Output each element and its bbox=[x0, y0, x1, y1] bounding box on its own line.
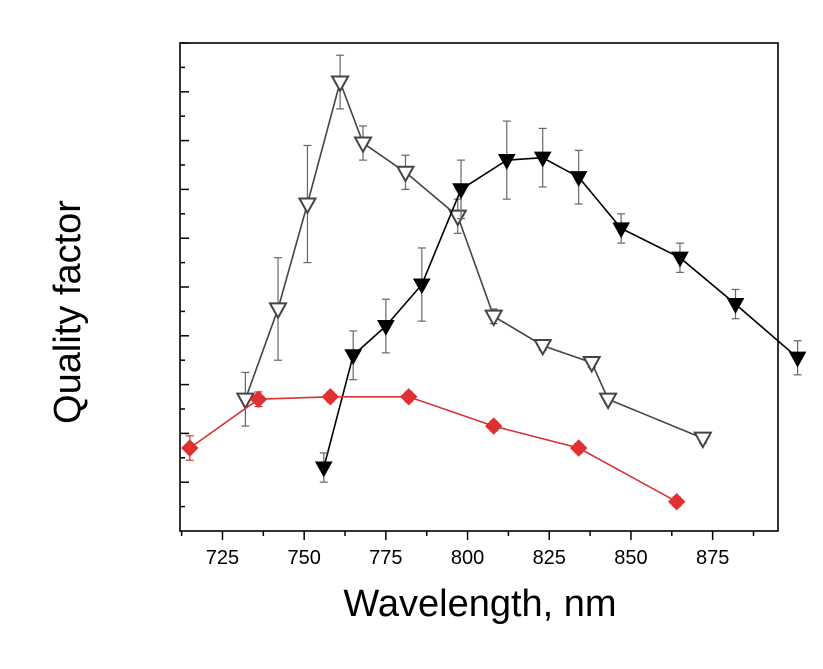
data-point-0-11 bbox=[693, 431, 713, 450]
x-tick-label-3: 800 bbox=[451, 547, 484, 569]
data-point-1-1 bbox=[344, 349, 363, 366]
data-point-0-1 bbox=[268, 302, 288, 320]
data-point-1-5 bbox=[497, 154, 516, 170]
data-point-1-8 bbox=[612, 222, 630, 239]
series-2 bbox=[181, 388, 686, 511]
data-point-0-6 bbox=[448, 209, 468, 228]
data-point-2-5 bbox=[569, 439, 588, 457]
series-line-2 bbox=[189, 395, 678, 503]
series-1 bbox=[314, 120, 807, 483]
x-tick-label-1: 750 bbox=[287, 547, 320, 569]
data-point-2-6 bbox=[667, 493, 686, 511]
x-tick-label-5: 850 bbox=[614, 547, 647, 569]
data-point-1-2 bbox=[377, 319, 395, 336]
data-point-1-0 bbox=[314, 461, 333, 478]
data-point-0-0 bbox=[235, 392, 256, 411]
data-point-2-0 bbox=[181, 439, 199, 457]
series-0 bbox=[235, 54, 713, 450]
data-point-1-10 bbox=[726, 297, 745, 314]
series-layer bbox=[181, 54, 807, 511]
data-point-0-3 bbox=[330, 75, 350, 93]
y-ticks bbox=[180, 42, 189, 508]
data-point-0-9 bbox=[582, 356, 602, 374]
x-tick-label-6: 875 bbox=[696, 547, 729, 569]
data-point-1-4 bbox=[452, 183, 470, 200]
data-point-0-8 bbox=[533, 338, 553, 357]
data-point-2-4 bbox=[484, 417, 503, 435]
data-point-0-2 bbox=[297, 197, 318, 215]
x-tick-label-4: 825 bbox=[533, 547, 566, 569]
data-point-0-7 bbox=[484, 309, 504, 328]
x-ticks: 725 750 775 800 825 850 875 bbox=[180, 531, 755, 569]
data-point-2-3 bbox=[400, 388, 418, 406]
data-point-1-6 bbox=[533, 151, 552, 168]
series-line-1 bbox=[323, 156, 799, 468]
data-point-2-2 bbox=[321, 388, 340, 406]
x-tick-label-0: 725 bbox=[206, 547, 239, 569]
data-point-1-11 bbox=[788, 351, 807, 368]
series-line-0 bbox=[244, 79, 704, 440]
data-point-2-1 bbox=[249, 390, 268, 408]
x-tick-label-2: 775 bbox=[369, 547, 402, 569]
plot-frame bbox=[179, 42, 779, 532]
y-axis-label: Quality factor bbox=[47, 200, 89, 424]
data-point-0-5 bbox=[395, 165, 416, 184]
data-point-1-3 bbox=[412, 278, 431, 295]
data-point-1-7 bbox=[569, 171, 588, 188]
data-point-0-4 bbox=[353, 136, 373, 154]
data-point-1-9 bbox=[671, 251, 689, 268]
x-axis-label: Wavelength, nm bbox=[343, 583, 616, 625]
data-point-0-10 bbox=[598, 392, 618, 411]
